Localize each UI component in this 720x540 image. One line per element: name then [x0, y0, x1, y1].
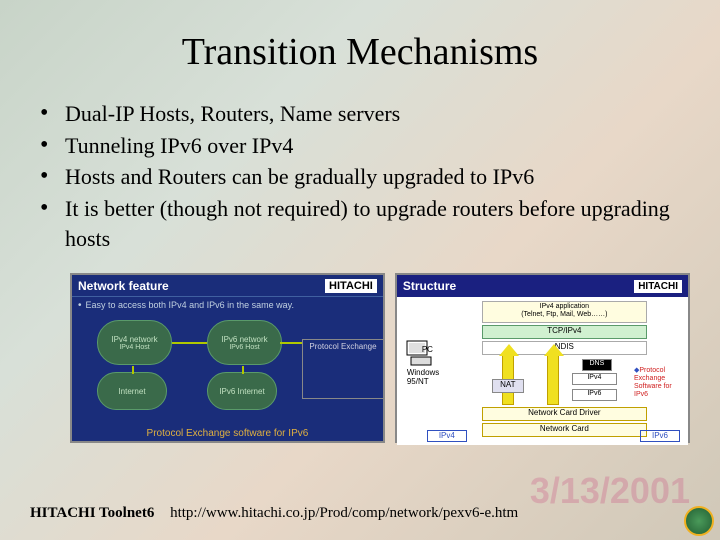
corner-badge-icon	[684, 506, 714, 536]
diagram-right-body: IPv4 application (Telnet, Ftp, Mail, Web…	[397, 297, 688, 445]
ipv6-internet-cloud: IPv6 Internet	[207, 372, 277, 410]
diagram-left-subtitle: Easy to access both IPv4 and IPv6 in the…	[72, 297, 383, 314]
footer-label: HITACHI Toolnet6	[30, 505, 154, 521]
pc-label: PC	[422, 345, 433, 354]
network-card-driver-box: Network Card Driver	[482, 407, 647, 421]
network-card-box: Network Card	[482, 423, 647, 437]
link-line	[132, 366, 134, 374]
footer-citation: HITACHI Toolnet6 http://www.hitachi.co.j…	[30, 505, 518, 522]
cloud-title: IPv6 network	[208, 335, 281, 344]
ipv4-label: IPv4	[572, 373, 617, 385]
host-label: IPv4 Host	[98, 344, 171, 351]
app-line2: (Telnet, Ftp, Mail, Web……)	[521, 311, 607, 318]
hitachi-logo: HITACHI	[634, 280, 682, 293]
cloud-title: IPv4 network	[98, 335, 171, 344]
bullet-item: Hosts and Routers can be gradually upgra…	[40, 162, 690, 192]
date-watermark: 3/13/2001	[530, 470, 690, 512]
diagram-right-title: Structure	[403, 279, 456, 293]
network-feature-diagram: Network feature HITACHI Easy to access b…	[70, 273, 385, 443]
diagram-left-body: IPv4 network IPv4 Host IPv6 network IPv6…	[72, 314, 383, 424]
host-label: IPv6 Host	[208, 344, 281, 351]
diagram-left-footer: Protocol Exchange software for IPv6	[72, 428, 383, 439]
internet-cloud: Internet	[97, 372, 167, 410]
bullet-item: Tunneling IPv6 over IPv4	[40, 131, 690, 161]
app-line1: IPv4 application	[540, 303, 589, 310]
dns-label: DNS	[582, 359, 612, 371]
protocol-exchange-label: ◆Protocol Exchange Software for IPv6	[634, 367, 684, 397]
link-line	[172, 342, 207, 344]
structure-diagram: Structure HITACHI IPv4 application (Teln…	[395, 273, 690, 443]
diagram-row: Network feature HITACHI Easy to access b…	[70, 273, 690, 443]
bottom-ipv6-label: IPv6	[640, 430, 680, 442]
application-box: IPv4 application (Telnet, Ftp, Mail, Web…	[482, 301, 647, 323]
bullet-item: Dual-IP Hosts, Routers, Name servers	[40, 99, 690, 129]
diagram-right-header: Structure HITACHI	[397, 275, 688, 297]
bullet-list: Dual-IP Hosts, Routers, Name servers Tun…	[40, 99, 690, 253]
hitachi-logo: HITACHI	[325, 279, 377, 293]
slide-title: Transition Mechanisms	[30, 30, 690, 74]
yellow-arrow-icon	[547, 355, 559, 405]
protocol-exchange-server: Protocol Exchange	[302, 339, 384, 399]
diagram-left-title: Network feature	[78, 279, 169, 293]
link-line	[280, 342, 302, 344]
ipv6-label: IPv6	[572, 389, 617, 401]
slide: Transition Mechanisms Dual-IP Hosts, Rou…	[0, 0, 720, 540]
ipv4-network-cloud: IPv4 network IPv4 Host	[97, 320, 172, 365]
link-line	[242, 366, 244, 374]
tcp-ipv4-box: TCP/IPv4	[482, 325, 647, 339]
diagram-left-header: Network feature HITACHI	[72, 275, 383, 297]
nat-box: NAT	[492, 379, 524, 393]
bullet-item: It is better (though not required) to up…	[40, 194, 690, 253]
footer-url: http://www.hitachi.co.jp/Prod/comp/netwo…	[170, 505, 518, 521]
windows-label: Windows95/NT	[407, 369, 439, 387]
bottom-ipv4-label: IPv4	[427, 430, 467, 442]
ipv6-network-cloud: IPv6 network IPv6 Host	[207, 320, 282, 365]
